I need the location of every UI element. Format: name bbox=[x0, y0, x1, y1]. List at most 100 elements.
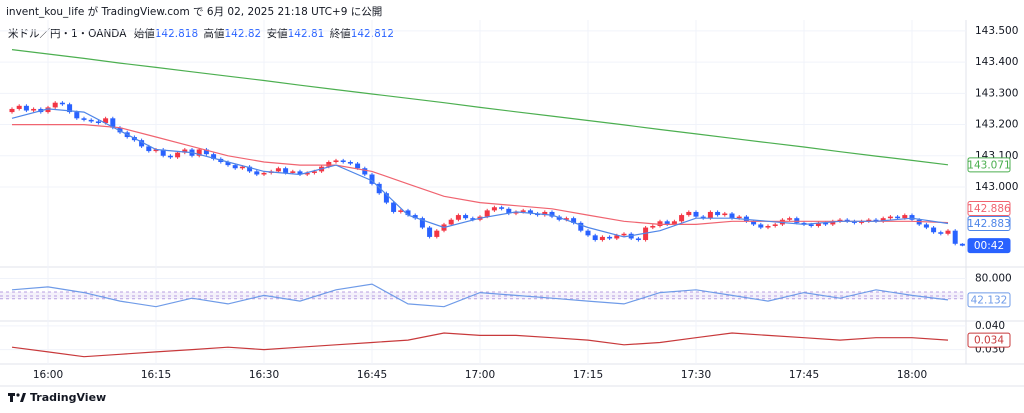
logo bbox=[8, 393, 26, 402]
candle-body bbox=[52, 102, 58, 108]
candle-body bbox=[261, 172, 267, 175]
candle-body bbox=[923, 224, 929, 228]
candle-body bbox=[448, 219, 454, 225]
candle-body bbox=[931, 227, 937, 233]
candle-body bbox=[751, 221, 757, 225]
footer: TradingView bbox=[30, 391, 106, 404]
candle-body bbox=[470, 218, 476, 220]
candle-body bbox=[153, 149, 159, 152]
candle-body bbox=[902, 215, 908, 219]
candle-body bbox=[801, 222, 807, 225]
candle-body bbox=[383, 193, 389, 203]
candle-body bbox=[607, 236, 613, 239]
candle-body bbox=[203, 149, 209, 155]
candle-body bbox=[715, 211, 721, 216]
candle-body bbox=[196, 149, 202, 156]
candle-body bbox=[772, 224, 778, 226]
candle-body bbox=[95, 121, 101, 123]
candle-body bbox=[621, 233, 627, 236]
price-tag-label: 42.132 bbox=[971, 294, 1008, 306]
candle-body bbox=[851, 221, 857, 223]
close-label: 終値 bbox=[330, 27, 351, 40]
candle-body bbox=[333, 160, 339, 163]
candle-body bbox=[952, 230, 958, 244]
x-tick-label: 16:00 bbox=[33, 369, 63, 381]
y-tick-label: 80.000 bbox=[975, 272, 1012, 284]
price-tag: 00:42 bbox=[967, 238, 1011, 254]
candle-body bbox=[232, 165, 238, 169]
candle-body bbox=[873, 219, 879, 222]
price-tag: 143.071 bbox=[967, 157, 1011, 173]
candle-body bbox=[880, 218, 886, 222]
candle-body bbox=[9, 108, 15, 113]
indicator-line bbox=[11, 49, 949, 166]
candle-body bbox=[895, 216, 901, 219]
candle-body bbox=[938, 232, 944, 234]
candle-body bbox=[787, 218, 793, 220]
candle-body bbox=[484, 210, 490, 217]
candle-body bbox=[74, 112, 80, 119]
candle-body bbox=[117, 127, 123, 133]
candle-body bbox=[945, 230, 951, 234]
candle-body bbox=[643, 227, 649, 241]
price-tag-box bbox=[967, 292, 1011, 308]
candle-body bbox=[499, 207, 505, 209]
x-tick-label: 18:00 bbox=[897, 369, 927, 381]
legend: 米ドル／円・1・OANDA 始値142.818 高値142.82 安値142.8… bbox=[8, 27, 394, 40]
candle-body bbox=[463, 215, 469, 219]
candle-body bbox=[254, 171, 260, 175]
candle-body bbox=[67, 104, 73, 113]
candle-body bbox=[671, 221, 677, 225]
price-tag: 0.034 bbox=[967, 332, 1011, 348]
symbol: 米ドル／円・1・OANDA bbox=[8, 27, 127, 40]
open-value: 142.818 bbox=[155, 28, 198, 40]
candle-body bbox=[455, 215, 461, 220]
high-label: 高値 bbox=[204, 27, 225, 40]
candle-body bbox=[614, 235, 620, 239]
candle-body bbox=[866, 219, 872, 222]
price-tag-label: 143.071 bbox=[967, 159, 1010, 171]
candle-body bbox=[391, 202, 397, 212]
y-tick-label: 143.300 bbox=[975, 87, 1018, 99]
price-tag-label: 00:42 bbox=[974, 240, 1004, 252]
candle-body bbox=[578, 222, 584, 231]
candle-body bbox=[830, 221, 836, 225]
candle-body bbox=[275, 168, 281, 172]
candle-body bbox=[182, 149, 188, 153]
candle-body bbox=[225, 162, 231, 166]
price-tag-label: 142.883 bbox=[967, 218, 1010, 230]
candle-body bbox=[520, 210, 526, 212]
x-tick-label: 16:30 bbox=[249, 369, 279, 381]
x-tick-label: 16:45 bbox=[357, 369, 387, 381]
candle-body bbox=[239, 166, 245, 169]
candle-body bbox=[355, 163, 361, 169]
y-tick-label: 143.200 bbox=[975, 119, 1018, 131]
candle-body bbox=[419, 218, 425, 228]
candle-body bbox=[736, 216, 742, 219]
candle-body bbox=[59, 102, 65, 105]
price-tag-box bbox=[967, 332, 1011, 348]
candle-body bbox=[959, 243, 965, 246]
candle-body bbox=[110, 118, 116, 128]
candle-body bbox=[304, 172, 310, 175]
candle-body bbox=[362, 168, 368, 175]
candle-body bbox=[823, 222, 829, 225]
candle-body bbox=[722, 213, 728, 216]
candle-body bbox=[808, 224, 814, 226]
price-tag-box bbox=[967, 215, 1011, 231]
price-tag: 142.883 bbox=[967, 215, 1011, 231]
price-tag-label: 142.886 bbox=[967, 203, 1011, 215]
candle-body bbox=[283, 168, 289, 173]
candle-body bbox=[290, 171, 296, 173]
level-band bbox=[0, 292, 964, 299]
x-tick-label: 17:30 bbox=[681, 369, 711, 381]
candle-body bbox=[650, 225, 656, 228]
candle-body bbox=[427, 227, 433, 237]
price-tag-label: 0.034 bbox=[974, 335, 1004, 347]
price-tag-box bbox=[967, 238, 1011, 254]
candle-body bbox=[23, 105, 29, 111]
candle-body bbox=[247, 166, 253, 172]
y-tick-label: 0.040 bbox=[975, 320, 1005, 332]
low-value: 142.81 bbox=[288, 28, 325, 40]
y-tick-label: 143.400 bbox=[975, 56, 1018, 68]
